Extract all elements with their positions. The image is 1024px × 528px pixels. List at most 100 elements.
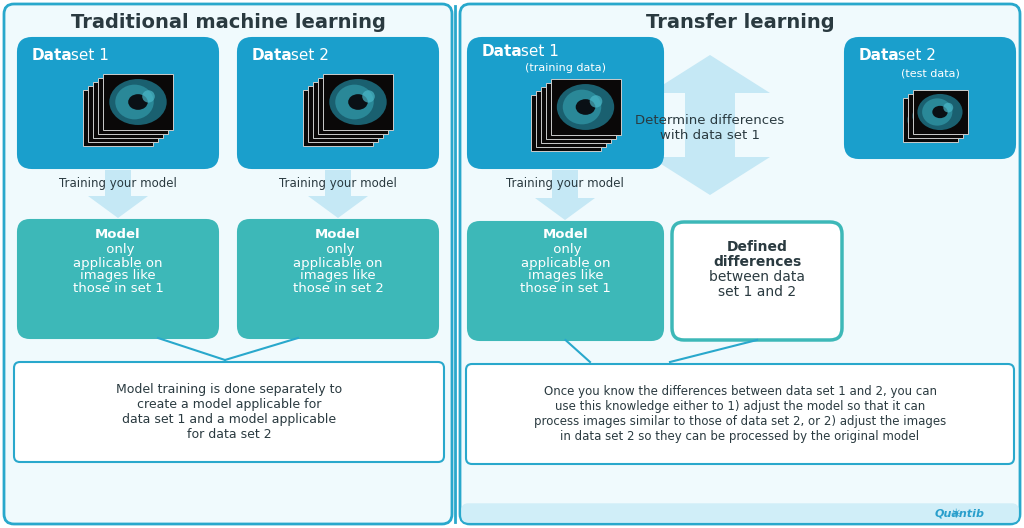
Ellipse shape [335, 84, 374, 119]
Ellipse shape [114, 106, 133, 122]
Text: applicable on: applicable on [293, 257, 383, 269]
Ellipse shape [547, 92, 604, 138]
Text: Once you know the differences between data set 1 and 2, you can
use this knowled: Once you know the differences between da… [534, 385, 946, 443]
Ellipse shape [932, 106, 947, 118]
Bar [103, 74, 173, 130]
Ellipse shape [118, 102, 138, 118]
Bar [551, 79, 621, 135]
Bar [907, 94, 963, 138]
Ellipse shape [548, 101, 587, 136]
FancyBboxPatch shape [845, 38, 1015, 158]
Ellipse shape [580, 103, 592, 116]
Ellipse shape [326, 92, 364, 127]
Ellipse shape [314, 91, 372, 137]
Ellipse shape [918, 94, 963, 130]
Ellipse shape [923, 98, 952, 126]
Text: (training data): (training data) [525, 63, 606, 73]
Polygon shape [535, 170, 595, 220]
Ellipse shape [362, 90, 375, 102]
FancyBboxPatch shape [460, 4, 1020, 524]
Ellipse shape [127, 102, 140, 115]
Bar [546, 83, 615, 139]
Text: set 2: set 2 [286, 49, 329, 63]
Text: only: only [322, 243, 354, 257]
Bar [303, 90, 373, 146]
Ellipse shape [352, 98, 365, 110]
Bar [536, 91, 605, 147]
Bar [308, 86, 378, 142]
Ellipse shape [912, 106, 942, 134]
Ellipse shape [558, 93, 596, 128]
Bar [530, 95, 600, 151]
Text: those in set 1: those in set 1 [73, 282, 164, 296]
Ellipse shape [128, 94, 147, 110]
Ellipse shape [100, 97, 138, 131]
Ellipse shape [111, 89, 148, 124]
Text: those in set 2: those in set 2 [293, 282, 383, 296]
FancyBboxPatch shape [18, 220, 218, 338]
Text: (test data): (test data) [900, 68, 959, 78]
Text: Data: Data [252, 49, 293, 63]
Text: those in set 1: those in set 1 [520, 282, 611, 296]
Ellipse shape [912, 98, 957, 134]
Ellipse shape [563, 90, 601, 125]
Ellipse shape [348, 94, 368, 110]
Ellipse shape [928, 110, 943, 122]
Text: Traditional machine learning: Traditional machine learning [71, 13, 385, 32]
Polygon shape [650, 55, 770, 195]
Ellipse shape [116, 84, 154, 119]
Ellipse shape [923, 114, 938, 126]
FancyBboxPatch shape [4, 4, 452, 524]
Bar [541, 87, 610, 143]
Ellipse shape [109, 110, 128, 126]
Bar [902, 98, 957, 142]
Ellipse shape [315, 101, 353, 135]
Ellipse shape [542, 96, 599, 142]
Ellipse shape [585, 99, 597, 111]
Ellipse shape [938, 107, 948, 117]
Text: differences: differences [713, 255, 801, 269]
Ellipse shape [123, 98, 142, 114]
Ellipse shape [557, 84, 614, 130]
Ellipse shape [309, 95, 367, 141]
Ellipse shape [331, 89, 369, 124]
Bar [88, 86, 158, 142]
Text: Quantib: Quantib [935, 509, 985, 519]
Ellipse shape [574, 107, 588, 119]
Ellipse shape [918, 102, 947, 130]
FancyBboxPatch shape [18, 38, 218, 168]
Text: Training your model: Training your model [280, 176, 397, 190]
Ellipse shape [543, 106, 582, 140]
Text: between data: between data [709, 270, 805, 284]
Ellipse shape [89, 95, 146, 141]
Ellipse shape [122, 106, 135, 119]
Ellipse shape [330, 79, 387, 125]
Text: images like: images like [527, 269, 603, 282]
Ellipse shape [933, 111, 943, 120]
Bar [313, 82, 383, 138]
FancyBboxPatch shape [468, 222, 663, 340]
Ellipse shape [565, 107, 586, 123]
Ellipse shape [104, 83, 162, 129]
Text: Data: Data [859, 49, 900, 63]
Text: set 1 and 2: set 1 and 2 [718, 285, 796, 299]
Ellipse shape [553, 98, 591, 133]
Bar [912, 90, 968, 134]
Ellipse shape [347, 102, 359, 115]
Text: only: only [101, 243, 134, 257]
Text: Training your model: Training your model [506, 176, 624, 190]
FancyBboxPatch shape [672, 222, 842, 340]
FancyBboxPatch shape [14, 362, 444, 462]
Ellipse shape [537, 100, 594, 146]
Ellipse shape [343, 98, 362, 114]
Ellipse shape [907, 102, 952, 138]
Ellipse shape [552, 88, 609, 134]
Bar [98, 78, 168, 134]
Text: applicable on: applicable on [74, 257, 163, 269]
Text: Data: Data [32, 49, 73, 63]
Text: Data: Data [482, 44, 522, 60]
Text: only: only [549, 243, 582, 257]
Ellipse shape [943, 103, 953, 112]
Ellipse shape [338, 102, 357, 118]
FancyBboxPatch shape [238, 220, 438, 338]
